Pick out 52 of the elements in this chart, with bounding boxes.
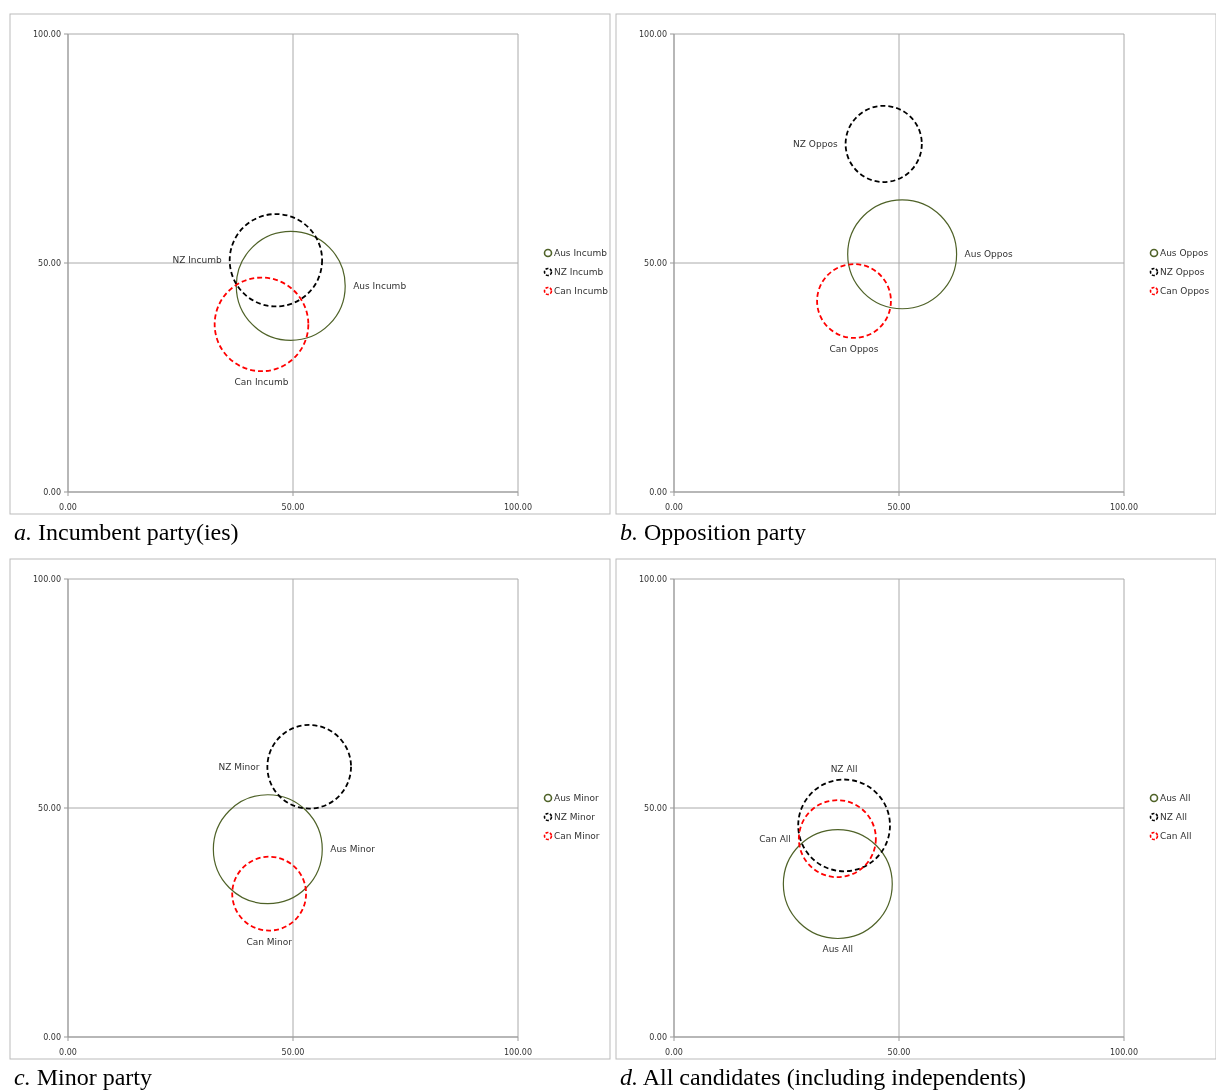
legend-label: Aus Oppos [1160, 248, 1209, 258]
x-tick-label: 100.00 [504, 503, 532, 512]
legend-label: Can All [1160, 831, 1192, 841]
text: NZ Oppos [793, 138, 838, 149]
text: Aus Minor [330, 844, 375, 855]
x-tick-label: 0.00 [59, 503, 77, 512]
text: Aus Oppos [964, 249, 1013, 260]
y-tick-label: 100.00 [33, 30, 61, 39]
text: Aus All [822, 944, 854, 955]
text: Can All [759, 833, 791, 844]
x-tick-label: 100.00 [1110, 1048, 1138, 1057]
legend-label: Can Incumb [554, 286, 609, 296]
y-tick-label: 0.00 [649, 488, 667, 497]
text: Can Minor [246, 936, 292, 947]
x-tick-label: 50.00 [281, 1048, 305, 1057]
x-tick-label: 0.00 [665, 1048, 683, 1057]
legend-label: Can Minor [554, 831, 600, 841]
text: Can Oppos [829, 343, 879, 354]
y-tick-label: 50.00 [38, 804, 61, 813]
y-tick-label: 0.00 [43, 1033, 61, 1042]
legend-label: Can Oppos [1160, 286, 1210, 296]
legend-label: NZ Oppos [1160, 267, 1205, 277]
y-tick-label: 0.00 [649, 1033, 667, 1042]
legend-label: NZ All [1160, 812, 1187, 822]
x-tick-label: 100.00 [504, 1048, 532, 1057]
text: b. Opposition party [620, 519, 806, 545]
x-tick-label: 0.00 [59, 1048, 77, 1057]
x-tick-label: 50.00 [887, 1048, 911, 1057]
legend-label: NZ Incumb [554, 267, 604, 277]
text: NZ Minor [218, 761, 260, 772]
legend-label: Aus Incumb [554, 248, 608, 258]
text: NZ Incumb [172, 255, 222, 266]
x-tick-label: 50.00 [887, 503, 911, 512]
x-tick-label: 50.00 [281, 503, 305, 512]
y-tick-label: 50.00 [38, 259, 61, 268]
text: NZ All [830, 763, 858, 774]
y-tick-label: 100.00 [639, 575, 667, 584]
y-tick-label: 50.00 [644, 259, 667, 268]
y-tick-label: 100.00 [33, 575, 61, 584]
y-tick-label: 100.00 [639, 30, 667, 39]
text: d. All candidates (including independents) [620, 1064, 1026, 1090]
legend-label: NZ Minor [554, 812, 596, 822]
y-tick-label: 0.00 [43, 488, 61, 497]
y-tick-label: 50.00 [644, 804, 667, 813]
text: Aus Incumb [353, 280, 407, 291]
x-tick-label: 0.00 [665, 503, 683, 512]
legend-label: Aus Minor [554, 793, 599, 803]
text: a. Incumbent party(ies) [14, 519, 239, 545]
text: Can Incumb [234, 377, 289, 388]
text: c. Minor party [14, 1064, 152, 1090]
legend-label: Aus All [1160, 793, 1191, 803]
x-tick-label: 100.00 [1110, 503, 1138, 512]
